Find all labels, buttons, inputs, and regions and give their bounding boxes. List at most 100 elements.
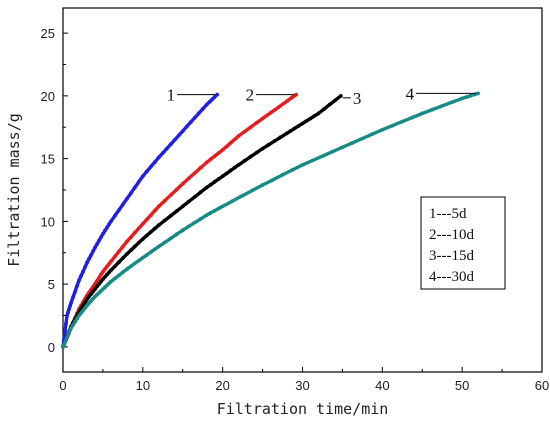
data-point bbox=[212, 179, 217, 184]
data-point bbox=[81, 269, 85, 274]
data-point bbox=[174, 187, 179, 192]
data-point bbox=[66, 310, 70, 315]
data-point bbox=[260, 146, 265, 151]
data-point bbox=[198, 190, 203, 195]
data-point bbox=[121, 202, 125, 207]
data-point bbox=[220, 174, 225, 179]
data-point bbox=[281, 102, 285, 106]
data-point bbox=[136, 240, 141, 245]
data-point bbox=[216, 151, 221, 155]
data-point bbox=[73, 319, 77, 324]
data-point bbox=[148, 164, 153, 169]
y-tick-label: 5 bbox=[48, 277, 55, 292]
data-point bbox=[113, 264, 117, 269]
data-point bbox=[204, 102, 209, 107]
data-point bbox=[204, 213, 209, 218]
data-point bbox=[308, 116, 313, 121]
data-point bbox=[216, 206, 221, 211]
data-point bbox=[476, 91, 480, 96]
data-point bbox=[136, 258, 141, 263]
data-point bbox=[75, 284, 79, 288]
x-tick-label: 50 bbox=[455, 378, 469, 393]
curve-tag-3: 3 bbox=[353, 89, 362, 108]
data-point bbox=[136, 226, 141, 231]
data-point bbox=[248, 125, 253, 130]
data-point bbox=[208, 157, 213, 162]
data-point bbox=[75, 316, 79, 321]
data-point bbox=[430, 107, 435, 112]
legend-entry-3: 3---15d bbox=[429, 248, 474, 264]
data-point bbox=[71, 323, 75, 327]
data-point bbox=[250, 188, 255, 193]
data-point bbox=[292, 126, 297, 131]
data-point bbox=[67, 330, 71, 335]
data-point bbox=[65, 313, 69, 318]
data-point bbox=[230, 199, 235, 203]
data-point bbox=[242, 129, 247, 134]
data-point bbox=[232, 137, 237, 142]
data-point bbox=[272, 139, 277, 143]
data-point bbox=[254, 150, 259, 155]
data-point bbox=[63, 329, 67, 334]
series-line-3 bbox=[61, 94, 343, 349]
data-point bbox=[79, 274, 83, 278]
data-point bbox=[248, 154, 253, 159]
data-point bbox=[148, 250, 153, 255]
y-tick-label: 0 bbox=[48, 340, 55, 355]
data-point bbox=[156, 155, 161, 160]
data-point bbox=[140, 255, 145, 260]
data-point bbox=[121, 256, 125, 260]
data-point bbox=[270, 178, 275, 182]
data-point bbox=[240, 193, 245, 198]
data-point bbox=[333, 98, 338, 103]
series-points-4 bbox=[61, 91, 480, 349]
data-point bbox=[105, 225, 109, 230]
data-point bbox=[260, 116, 265, 121]
data-point bbox=[207, 100, 212, 104]
data-point bbox=[162, 198, 167, 203]
data-point bbox=[310, 158, 315, 163]
data-point bbox=[188, 120, 193, 125]
legend-entry-1: 1---5d bbox=[429, 206, 467, 222]
data-point bbox=[420, 111, 425, 116]
data-point bbox=[109, 268, 113, 273]
data-point bbox=[156, 244, 161, 249]
data-point bbox=[64, 321, 68, 326]
data-point bbox=[93, 245, 97, 250]
data-point bbox=[144, 253, 149, 257]
data-point bbox=[89, 253, 93, 258]
y-tick-label: 20 bbox=[41, 89, 55, 104]
data-point bbox=[176, 133, 181, 138]
data-point bbox=[320, 154, 325, 159]
data-point bbox=[162, 240, 167, 245]
x-axis: 0 10 20 30 40 50 60 bbox=[59, 367, 549, 393]
data-point bbox=[63, 340, 67, 345]
x-tick-label: 60 bbox=[535, 378, 549, 393]
data-point bbox=[264, 113, 269, 118]
data-point bbox=[440, 104, 445, 108]
data-point bbox=[125, 252, 129, 256]
x-axis-title: Filtration time/min bbox=[217, 400, 389, 418]
x-tick-label: 40 bbox=[375, 378, 389, 393]
data-point bbox=[73, 289, 77, 294]
data-point bbox=[180, 129, 185, 133]
y-axis-title: Filtration mass/g bbox=[5, 113, 23, 267]
data-point bbox=[220, 147, 225, 152]
data-point bbox=[174, 209, 179, 213]
data-point bbox=[121, 270, 125, 275]
legend: 1---5d 2---10d 3---15d 4---30d bbox=[420, 196, 506, 290]
data-point bbox=[338, 94, 343, 98]
data-point bbox=[103, 228, 107, 233]
data-point bbox=[109, 279, 113, 284]
data-point bbox=[300, 121, 305, 126]
data-point bbox=[83, 300, 87, 305]
data-point bbox=[69, 301, 73, 305]
series-points-3 bbox=[61, 94, 343, 349]
data-point bbox=[284, 131, 289, 136]
data-point bbox=[140, 222, 145, 226]
data-point bbox=[129, 248, 133, 253]
data-point bbox=[186, 224, 191, 229]
data-point bbox=[322, 107, 326, 111]
data-point bbox=[204, 185, 209, 190]
